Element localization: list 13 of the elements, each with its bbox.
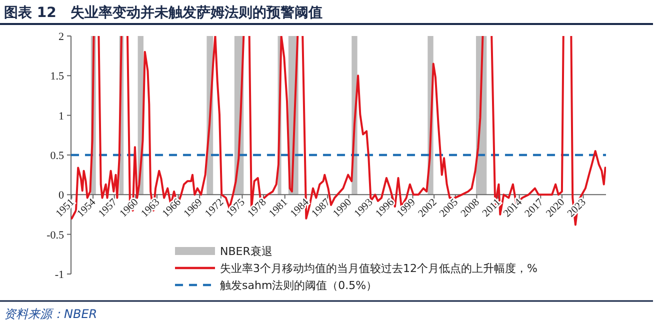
y-tick-label: -0.5 [46,229,64,242]
legend-label: 触发sahm法则的阈值（0.5%） [220,279,378,292]
y-tick-label: -1 [54,269,64,281]
y-tick-label: 1 [58,110,64,122]
y-tick-label: 1.5 [50,70,64,83]
text: 资料来源：NBER [4,307,98,321]
chart-title: 图表 12 失业率变动并未触发萨姆法则的预警阈值 [4,4,322,21]
y-tick-label: 0 [58,190,64,202]
legend-label: 失业率3个月移动均值的当月值较过去12个月低点的上升幅度，% [220,262,538,275]
y-tick-label: 0.5 [50,150,64,162]
x-tick-label: 1981 [267,197,290,220]
y-tick-label: 2 [58,31,64,43]
legend-label: NBER衰退 [220,245,272,258]
